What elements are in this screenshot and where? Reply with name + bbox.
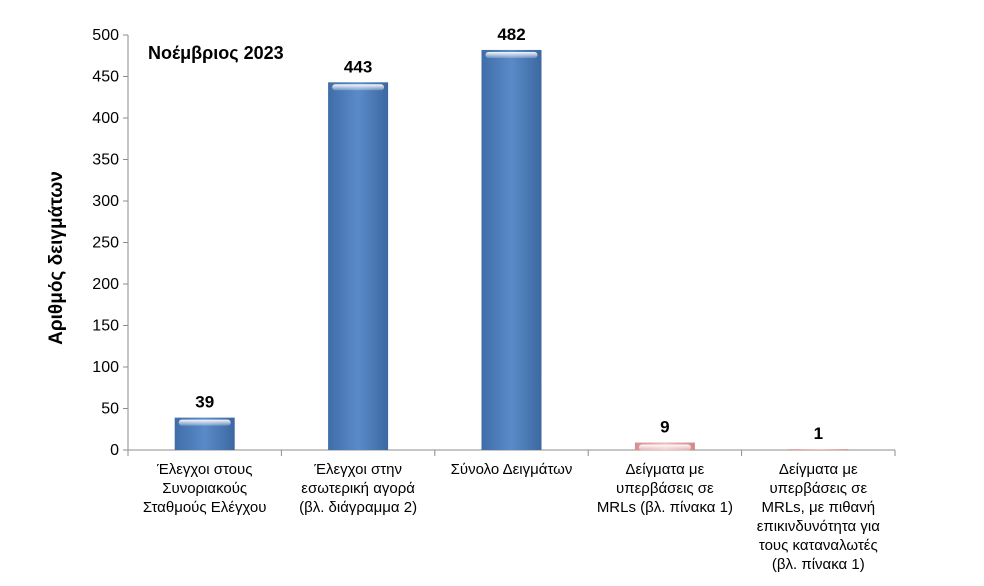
data-label: 9 [660,418,669,437]
data-label: 1 [814,424,823,443]
category-label-line: Σταθμούς Ελέγχου [143,499,267,516]
category-label-line: Έλεγχοι στην [313,461,402,478]
bar-highlight [638,444,691,451]
category-label-line: Δείγματα με [779,461,858,478]
y-tick-label: 400 [92,110,119,127]
category-label-line: (βλ. πίνακα 1) [772,556,865,573]
category-label-line: επικινδυνότητα για [757,518,881,535]
data-label: 443 [344,57,372,76]
category-label-line: υπερβάσεις σε [616,480,714,497]
bar [788,449,849,450]
y-tick-label: 450 [92,69,119,86]
category-labels: Έλεγχοι στους Συνοριακούς Σταθμούς Ελέγχου… [143,461,880,573]
bar [634,442,695,451]
category-label-line: υπερβάσεις σε [769,480,867,497]
category-label: Δείγματα με υπερβάσεις σε MRLs, με πιθανή ε… [757,461,881,573]
category-label-line: MRLs (βλ. πίνακα 1) [597,499,733,516]
category-label-line: MRLs, με πιθανή [762,499,876,516]
y-tick-label: 200 [92,276,119,293]
chart-title: Νοέμβριος 2023 [148,43,284,63]
category-label-line: (βλ. διάγραμμα 2) [299,499,417,516]
y-axis-title: Αριθμός δειγμάτων [46,171,67,345]
data-labels: 39 443 482 9 1 [195,25,823,443]
category-label-line: Συνοριακούς [162,480,247,497]
bar-highlight [178,419,231,426]
category-label: Έλεγχοι στους Συνοριακούς Σταθμούς Ελέγχου [143,461,267,516]
data-label: 39 [195,393,214,412]
y-tick-label: 250 [92,235,119,252]
bar-body [788,449,849,450]
bar [481,49,542,450]
axes: 0 50 100 150 200 250 300 350 400 450 500 [92,27,896,459]
y-tick-label: 300 [92,193,119,210]
y-tick-label: 50 [101,401,119,418]
category-label: Σύνολο Δειγμάτων [451,461,573,478]
bar-highlight [332,84,385,91]
bar-highlight [485,51,538,58]
bar [328,82,389,450]
category-label: Δείγματα με υπερβάσεις σε MRLs (βλ. πίνακα… [597,461,733,516]
data-label: 482 [497,25,525,44]
y-tick-label: 150 [92,318,119,335]
category-label-line: Δείγματα με [626,461,705,478]
category-label-line: Σύνολο Δειγμάτων [451,461,573,478]
y-tick-label: 350 [92,152,119,169]
y-tick-label: 0 [110,442,119,459]
bar-body [481,49,542,450]
category-label-line: εσωτερική αγορά [301,480,415,497]
category-label-line: τους καταναλωτές [759,537,878,554]
category-label-line: Έλεγχοι στους [156,461,253,478]
bar-body [328,82,389,450]
bars [174,49,849,451]
bar [174,417,235,450]
y-tick-label: 500 [92,27,119,44]
y-tick-label: 100 [92,359,119,376]
category-label: Έλεγχοι στην εσωτερική αγορά (βλ. διάγραμμ… [299,461,417,516]
